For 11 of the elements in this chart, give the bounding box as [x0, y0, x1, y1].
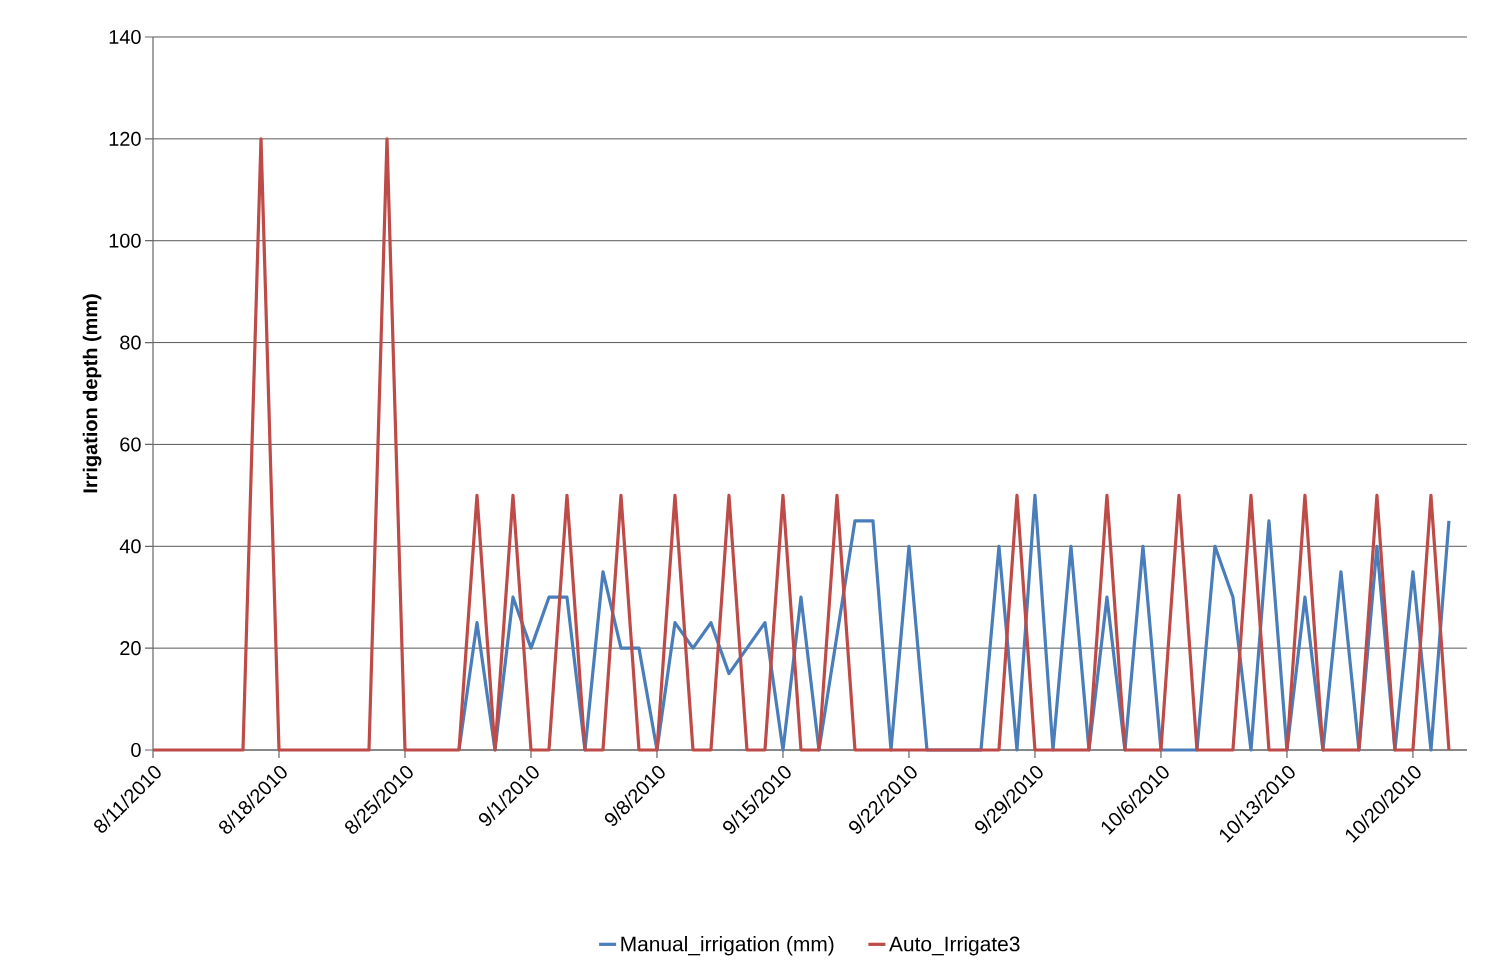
y-tick-label: 40	[119, 539, 141, 554]
legend-label: Manual_irrigation (mm)	[621, 936, 834, 956]
y-tick-label: 0	[131, 742, 141, 758]
y-tick-label: 80	[120, 335, 141, 350]
y-tick-label: 60	[120, 437, 141, 452]
legend-label: Auto_Irrigate3	[889, 936, 1020, 956]
y-tick-label: 20	[120, 641, 141, 656]
y-tick-label: 140	[109, 29, 141, 45]
y-axis-title: Irrigation depth (mm)	[82, 294, 102, 493]
y-tick-label: 100	[109, 233, 141, 248]
y-tick-label: 120	[109, 131, 141, 146]
